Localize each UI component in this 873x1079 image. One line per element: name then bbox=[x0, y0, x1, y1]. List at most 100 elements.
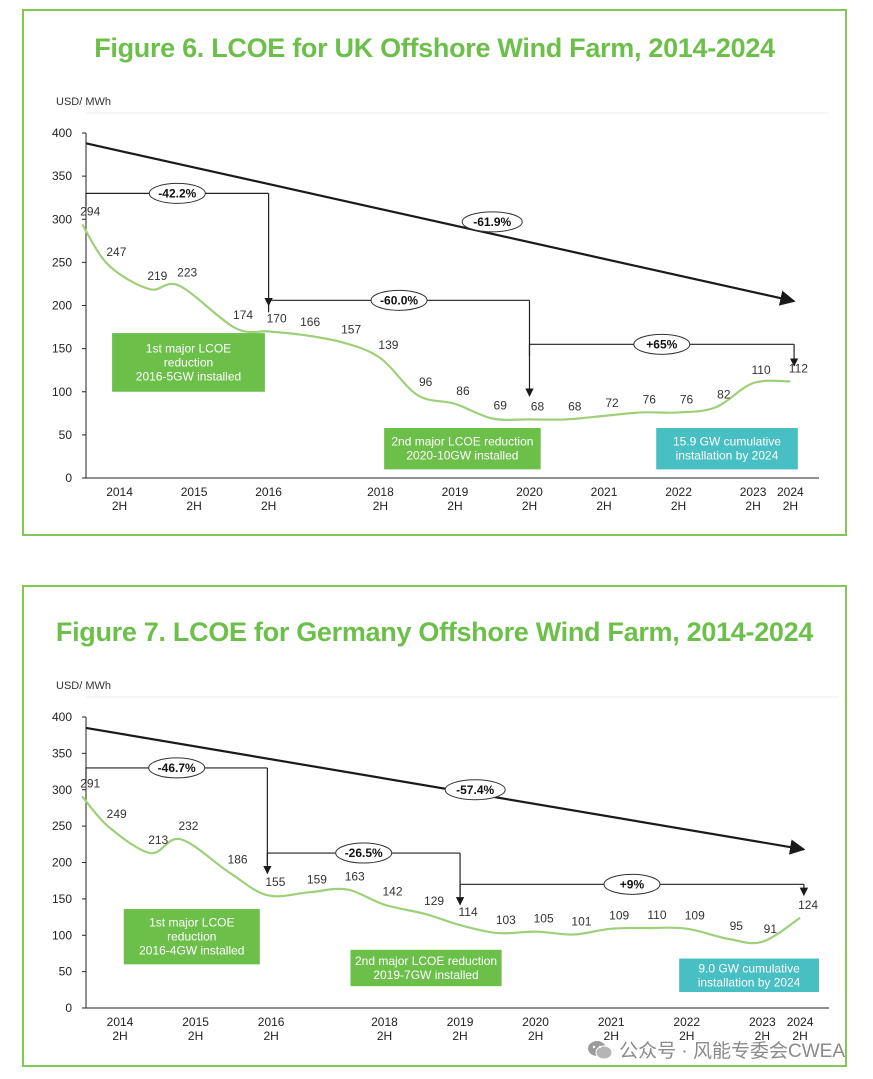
x-tick-sublabel: 2H bbox=[745, 499, 760, 513]
data-label: 68 bbox=[531, 399, 545, 413]
x-tick-sublabel: 2H bbox=[263, 1029, 278, 1043]
y-tick-label: 200 bbox=[52, 299, 72, 313]
germany-chart-panel: Figure 7. LCOE for Germany Offshore Wind… bbox=[22, 585, 847, 1067]
data-label: 186 bbox=[228, 853, 248, 867]
annotation-box bbox=[123, 909, 260, 965]
x-tick-sublabel: 2H bbox=[522, 499, 537, 513]
y-tick-label: 200 bbox=[52, 856, 72, 870]
data-label: 223 bbox=[177, 266, 197, 280]
x-tick-sublabel: 2H bbox=[112, 1029, 127, 1043]
annotation-text: 1st major LCOE bbox=[146, 341, 231, 355]
trend-label: -57.4% bbox=[456, 783, 494, 797]
annotation-box bbox=[112, 333, 265, 392]
bracket-line bbox=[528, 343, 795, 357]
data-label: 109 bbox=[609, 909, 629, 923]
data-label: 103 bbox=[496, 913, 516, 927]
data-label: 96 bbox=[419, 375, 433, 389]
bracket-label: +9% bbox=[620, 877, 645, 891]
watermark: 公众号 · 风能专委会CWEA bbox=[587, 1036, 845, 1063]
x-tick-sublabel: 2H bbox=[596, 499, 611, 513]
data-label: 124 bbox=[798, 898, 818, 912]
bracket-label-bubble bbox=[603, 873, 661, 895]
x-tick-sublabel: 2H bbox=[604, 1029, 619, 1043]
x-tick-label: 2014 bbox=[106, 485, 133, 499]
trend-label: -61.9% bbox=[473, 215, 511, 229]
x-tick-sublabel: 2H bbox=[671, 499, 686, 513]
x-tick-label: 2023 bbox=[749, 1015, 776, 1029]
annotation-text: 2019-7GW installed bbox=[373, 968, 478, 982]
germany-lcoe-chart: USD/ MWh05010015020025030035040020142H20… bbox=[52, 680, 839, 1043]
trend-label-bubble bbox=[461, 211, 523, 233]
data-label: 213 bbox=[148, 833, 168, 847]
y-tick-label: 100 bbox=[52, 928, 72, 942]
x-tick-sublabel: 2H bbox=[373, 499, 388, 513]
annotation-text: 2nd major LCOE reduction bbox=[355, 954, 497, 968]
x-tick-sublabel: 2H bbox=[528, 1029, 543, 1043]
uk-chart-panel: Figure 6. LCOE for UK Offshore Wind Farm… bbox=[22, 9, 847, 536]
data-label: 232 bbox=[178, 819, 198, 833]
data-label: 110 bbox=[647, 908, 666, 922]
x-tick-label: 2018 bbox=[367, 485, 394, 499]
annotation-text: installation by 2024 bbox=[676, 449, 779, 463]
trend-label-bubble bbox=[444, 779, 506, 801]
x-tick-sublabel: 2H bbox=[792, 1029, 807, 1043]
data-label: 159 bbox=[307, 872, 327, 886]
x-tick-label: 2023 bbox=[740, 485, 767, 499]
x-tick-sublabel: 2H bbox=[112, 499, 127, 513]
x-tick-label: 2024 bbox=[787, 1015, 814, 1029]
data-label: 219 bbox=[147, 269, 167, 283]
x-tick-sublabel: 2H bbox=[447, 499, 462, 513]
y-tick-label: 250 bbox=[52, 255, 72, 269]
y-tick-label: 50 bbox=[59, 428, 73, 442]
y-tick-label: 150 bbox=[52, 342, 72, 356]
data-label: 109 bbox=[685, 909, 705, 923]
x-tick-sublabel: 2H bbox=[679, 1029, 694, 1043]
y-tick-label: 0 bbox=[65, 471, 72, 485]
x-tick-sublabel: 2H bbox=[186, 499, 201, 513]
x-tick-sublabel: 2H bbox=[377, 1029, 392, 1043]
data-label: 166 bbox=[300, 315, 320, 329]
x-tick-label: 2024 bbox=[777, 485, 804, 499]
bracket-label-bubble bbox=[148, 182, 206, 204]
y-tick-label: 300 bbox=[52, 783, 72, 797]
y-tick-label: 150 bbox=[52, 892, 72, 906]
annotation-text: 2016-4GW installed bbox=[139, 944, 244, 958]
annotation-text: 2016-5GW installed bbox=[136, 369, 241, 383]
x-tick-label: 2022 bbox=[673, 1015, 700, 1029]
chart-title: Figure 7. LCOE for Germany Offshore Wind… bbox=[55, 617, 814, 647]
x-tick-label: 2021 bbox=[591, 485, 618, 499]
data-label: 112 bbox=[789, 361, 808, 375]
bracket-line bbox=[266, 852, 461, 866]
x-tick-label: 2022 bbox=[665, 485, 692, 499]
x-tick-label: 2016 bbox=[255, 485, 282, 499]
data-label: 291 bbox=[80, 776, 100, 790]
data-label: 86 bbox=[456, 384, 470, 398]
bracket-label-bubble bbox=[148, 757, 206, 779]
data-label: 294 bbox=[80, 204, 100, 218]
lcoe-series-line bbox=[81, 223, 791, 421]
annotation-box bbox=[656, 427, 798, 470]
annotation-text: installation by 2024 bbox=[698, 975, 801, 989]
x-tick-label: 2014 bbox=[107, 1015, 134, 1029]
bracket-label: -60.0% bbox=[380, 293, 418, 307]
x-tick-label: 2021 bbox=[598, 1015, 625, 1029]
bracket-label-bubble bbox=[633, 333, 691, 355]
data-label: 139 bbox=[378, 338, 398, 352]
data-label: 95 bbox=[730, 919, 744, 933]
data-label: 249 bbox=[107, 807, 127, 821]
annotation-text: 2020-10GW installed bbox=[406, 449, 518, 463]
x-tick-sublabel: 2H bbox=[452, 1029, 467, 1043]
y-tick-label: 350 bbox=[52, 169, 72, 183]
bracket-line bbox=[459, 883, 804, 897]
data-label: 114 bbox=[458, 905, 477, 919]
data-label: 76 bbox=[680, 392, 694, 406]
data-label: 76 bbox=[643, 392, 657, 406]
data-label: 105 bbox=[534, 912, 554, 926]
data-label: 247 bbox=[106, 245, 126, 259]
bracket-label: -42.2% bbox=[158, 186, 196, 200]
annotation-box bbox=[679, 958, 819, 992]
data-label: 91 bbox=[764, 922, 778, 936]
y-tick-label: 400 bbox=[52, 126, 72, 140]
y-tick-label: 300 bbox=[52, 212, 72, 226]
x-tick-label: 2015 bbox=[182, 1015, 209, 1029]
